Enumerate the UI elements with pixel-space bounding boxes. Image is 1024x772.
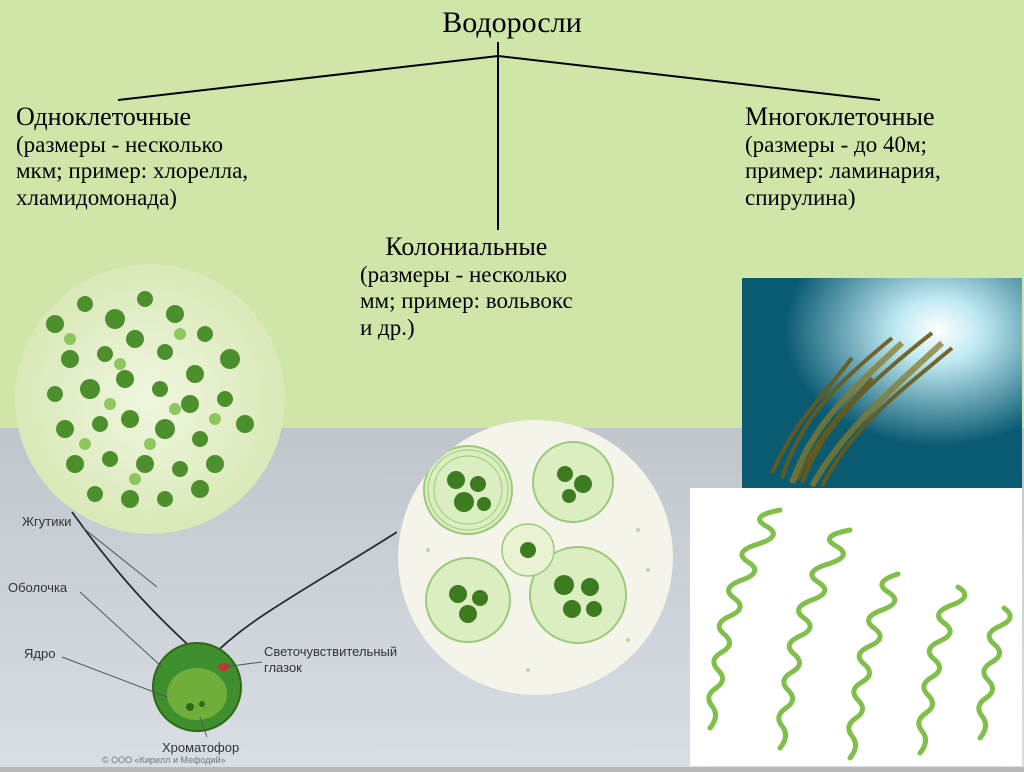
branch-left-title: Одноклеточные xyxy=(16,102,248,132)
laminaria-image xyxy=(742,278,1022,488)
branch-left-line3: хламидомонада) xyxy=(16,185,248,211)
branch-unicellular: Одноклеточные (размеры - несколько мкм; … xyxy=(16,102,248,211)
branch-mid-line3: и др.) xyxy=(360,315,573,341)
label-chromatophore: Хроматофор xyxy=(162,740,239,755)
label-nucleus: Ядро xyxy=(24,646,55,661)
branch-left-line1: (размеры - несколько xyxy=(16,132,248,158)
branch-left-line2: мкм; пример: хлорелла, xyxy=(16,158,248,184)
branch-mid-line2: мм; пример: вольвокс xyxy=(360,288,573,314)
branch-mid-line1: (размеры - несколько xyxy=(360,262,573,288)
branch-mid-title: Колониальные xyxy=(360,232,573,262)
branch-right-title: Многоклеточные xyxy=(745,102,941,132)
label-flagella: Жгутики xyxy=(22,514,71,529)
label-eyespot-line2: глазок xyxy=(264,660,302,675)
branch-colonial: Колониальные (размеры - несколько мм; пр… xyxy=(360,232,573,341)
label-membrane: Оболочка xyxy=(8,580,67,595)
branch-multicellular: Многоклеточные (размеры - до 40м; пример… xyxy=(745,102,941,211)
label-eyespot-line1: Светочувствительный xyxy=(264,644,397,659)
branch-right-line3: спирулина) xyxy=(745,185,941,211)
volvox-image xyxy=(398,420,673,695)
branch-right-line1: (размеры - до 40м; xyxy=(745,132,941,158)
cell-credit: © ООО «Кирилл и Мефодий» xyxy=(102,755,226,765)
spirulina-image xyxy=(690,488,1022,766)
branch-right-line2: пример: ламинария, xyxy=(745,158,941,184)
cell-diagram: Жгутики Оболочка Ядро Светочувствительны… xyxy=(2,472,397,767)
